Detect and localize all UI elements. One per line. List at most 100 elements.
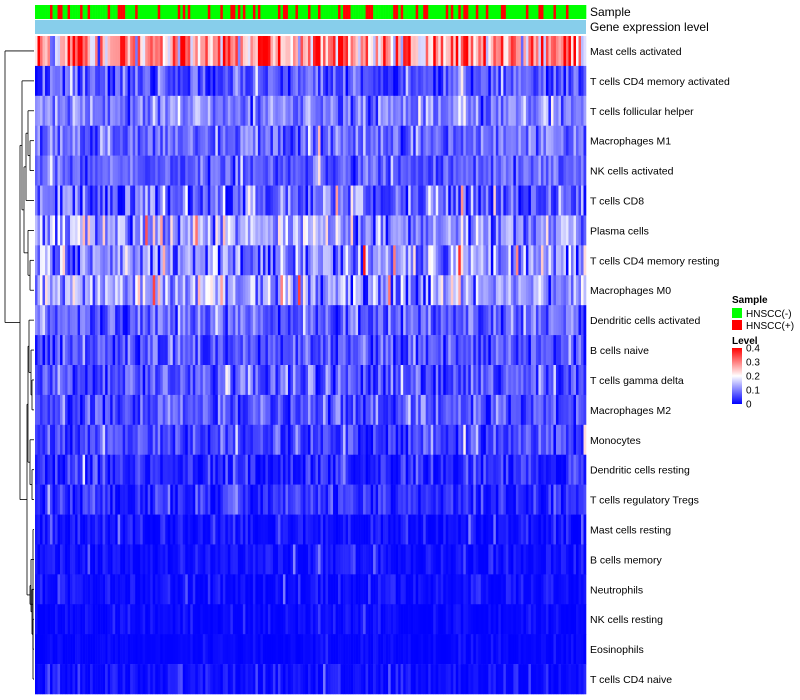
heatmap-cell xyxy=(340,574,344,605)
heatmap-cell xyxy=(170,484,174,515)
heatmap-cell xyxy=(353,185,356,216)
heatmap-cell xyxy=(45,424,48,456)
heatmap-cell xyxy=(473,335,477,366)
heatmap-cell xyxy=(275,424,279,456)
heatmap-cell xyxy=(70,65,73,97)
heatmap-cell xyxy=(37,125,41,156)
heatmap-cell xyxy=(543,574,547,605)
heatmap-cell xyxy=(95,215,98,246)
heatmap-cell xyxy=(55,215,58,246)
heatmap-cell xyxy=(87,484,91,515)
heatmap-cell xyxy=(135,604,138,635)
heatmap-cell xyxy=(120,155,123,186)
sample-annotation-cell xyxy=(147,5,151,19)
heatmap-cell xyxy=(112,604,116,635)
heatmap-cell xyxy=(132,365,136,396)
heatmap-cell xyxy=(175,185,179,216)
heatmap-cell xyxy=(333,335,336,366)
heatmap-cell xyxy=(220,424,224,456)
heatmap-cell xyxy=(448,604,452,635)
heatmap-cell xyxy=(122,424,126,456)
heatmap-cell xyxy=(270,245,274,276)
sample-annotation-cell xyxy=(308,5,311,19)
heatmap-cell xyxy=(388,125,391,156)
heatmap-cell xyxy=(520,65,524,97)
heatmap-cell xyxy=(65,36,68,67)
heatmap-cell xyxy=(340,484,344,515)
heatmap-cell xyxy=(410,335,414,366)
heatmap-cell xyxy=(140,65,143,97)
heatmap-cell xyxy=(360,215,364,246)
heatmap-cell xyxy=(318,275,321,306)
heatmap-cell xyxy=(265,544,269,575)
heatmap-cell xyxy=(77,574,81,605)
heatmap-cell xyxy=(343,424,346,456)
heatmap-cell xyxy=(257,36,261,67)
heatmap-cell xyxy=(345,424,349,456)
heatmap-cell xyxy=(192,275,196,306)
heatmap-cell xyxy=(385,484,389,515)
heatmap-cell xyxy=(408,215,411,246)
heatmap-cell xyxy=(345,394,349,426)
heatmap-cell xyxy=(275,604,279,635)
heatmap-cell xyxy=(325,155,329,186)
heatmap-cell xyxy=(570,335,574,366)
heatmap-cell xyxy=(568,36,572,67)
heatmap-cell xyxy=(308,424,311,456)
heatmap-cell xyxy=(533,245,537,276)
heatmap-cell xyxy=(518,65,522,97)
heatmap-cell xyxy=(175,634,179,665)
heatmap-cell xyxy=(490,424,494,456)
heatmap-cell xyxy=(505,95,509,127)
heatmap-cell xyxy=(50,95,53,127)
heatmap-cell xyxy=(165,36,169,67)
heatmap-cell xyxy=(255,275,259,306)
heatmap-cell xyxy=(515,574,519,605)
heatmap-cell xyxy=(310,604,314,635)
heatmap-cell xyxy=(297,335,301,366)
heatmap-cell xyxy=(428,275,432,306)
heatmap-cell xyxy=(393,36,396,67)
heatmap-cell xyxy=(373,335,376,366)
heatmap-cell xyxy=(383,275,386,306)
heatmap-cell xyxy=(282,634,286,665)
heatmap-cell xyxy=(328,365,331,396)
heatmap-cell xyxy=(95,664,98,695)
heatmap-cell xyxy=(197,664,201,695)
heatmap-cell xyxy=(155,215,159,246)
heatmap-cell xyxy=(285,604,289,635)
heatmap-cell xyxy=(348,125,351,156)
heatmap-cell xyxy=(147,36,151,67)
heatmap-cell xyxy=(225,335,229,366)
heatmap-cell xyxy=(270,95,274,127)
heatmap-cell xyxy=(102,394,106,426)
heatmap-cell xyxy=(480,215,484,246)
heatmap-cell xyxy=(318,215,321,246)
heatmap-cell xyxy=(333,574,336,605)
sample-annotation-cell xyxy=(197,5,201,19)
heatmap-cell xyxy=(425,125,429,156)
sample-annotation-cell xyxy=(152,5,156,19)
sample-annotation-cell xyxy=(548,5,552,19)
heatmap-cell xyxy=(245,65,249,97)
heatmap-cell xyxy=(448,634,452,665)
heatmap-cell xyxy=(72,394,76,426)
heatmap-cell xyxy=(132,155,136,186)
heatmap-cell xyxy=(102,604,106,635)
heatmap-cell xyxy=(395,574,399,605)
heatmap-cell xyxy=(320,335,324,366)
heatmap-cell xyxy=(140,245,143,276)
heatmap-cell xyxy=(328,275,331,306)
heatmap-cell xyxy=(177,65,181,97)
heatmap-cell xyxy=(375,454,379,485)
heatmap-cell xyxy=(282,365,286,396)
heatmap-cell xyxy=(170,574,174,605)
heatmap-cell xyxy=(152,185,156,216)
heatmap-cell xyxy=(345,275,349,306)
heatmap-cell xyxy=(438,574,442,605)
heatmap-cell xyxy=(418,634,421,665)
heatmap-cell xyxy=(493,305,497,336)
heatmap-cell xyxy=(398,484,401,515)
heatmap-cell xyxy=(345,484,349,515)
heatmap-cell xyxy=(250,335,254,366)
